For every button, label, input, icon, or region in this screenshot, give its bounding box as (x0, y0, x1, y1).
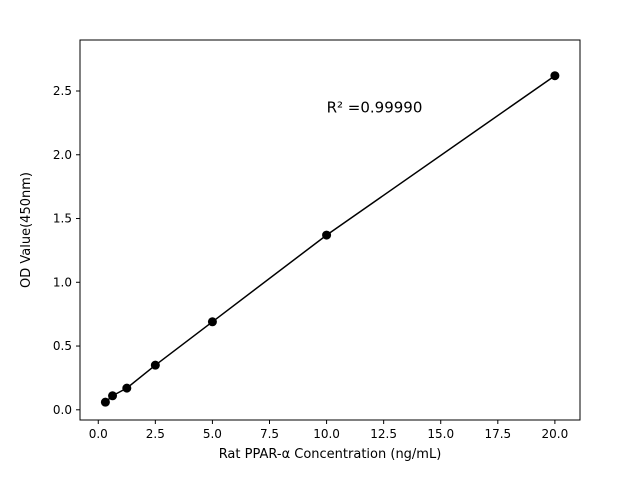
regression-line (104, 75, 556, 403)
data-point-marker (100, 397, 110, 407)
x-tick-label: 2.5 (146, 427, 165, 441)
x-tick-label: 5.0 (203, 427, 222, 441)
x-tick-label: 15.0 (427, 427, 454, 441)
x-tick-label: 10.0 (313, 427, 340, 441)
x-tick-label: 12.5 (370, 427, 397, 441)
y-tick-label: 1.5 (53, 212, 72, 226)
data-point-marker (150, 360, 160, 370)
y-tick-label: 0.0 (53, 403, 72, 417)
r-squared-annotation: R² =0.99990 (327, 99, 423, 117)
x-tick-label: 0.0 (89, 427, 108, 441)
x-axis-label: Rat PPAR-α Concentration (ng/mL) (219, 447, 442, 462)
plot-area: 0.0 2.5 5.0 7.5 10.0 12.5 15.0 17.5 20.0 0.0 0.5 1.… (53, 39, 581, 441)
y-tick-label: 0.5 (53, 339, 72, 353)
y-tick-label: 2.0 (53, 148, 72, 162)
data-point-marker (322, 230, 332, 240)
data-point-marker (108, 391, 118, 401)
data-point-marker (207, 317, 217, 327)
y-axis-label: OD Value(450nm) (19, 172, 34, 288)
data-point-marker (122, 383, 132, 393)
x-tick-label: 20.0 (542, 427, 569, 441)
data-point-marker (550, 71, 560, 81)
x-tick-label: 17.5 (484, 427, 511, 441)
y-tick-label: 2.5 (53, 84, 72, 98)
y-tick-label: 1.0 (53, 275, 72, 289)
x-tick-label: 7.5 (260, 427, 279, 441)
